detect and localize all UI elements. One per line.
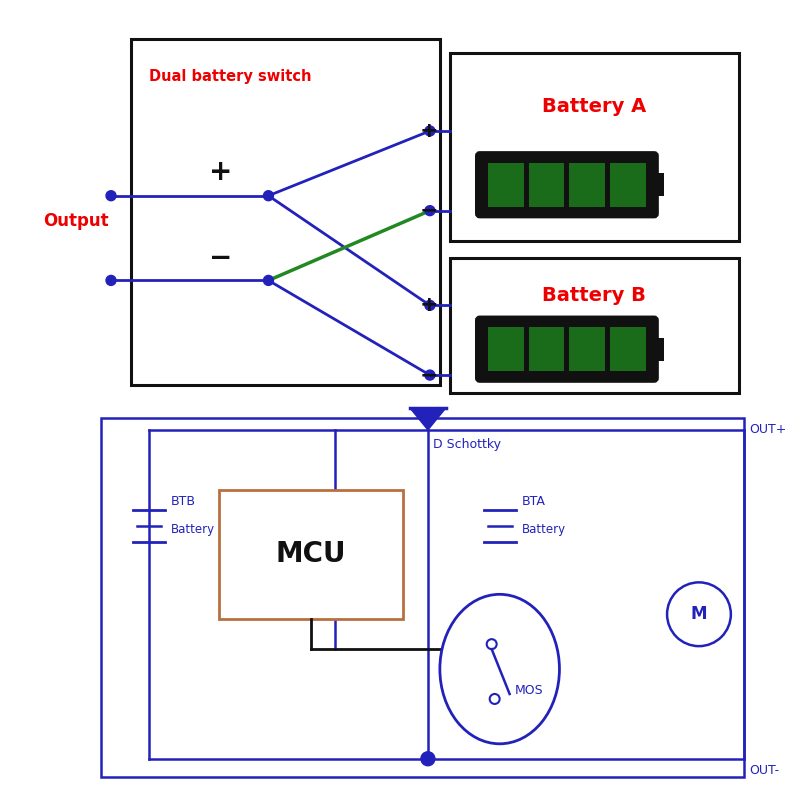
- Text: −: −: [209, 245, 232, 273]
- Text: Battery B: Battery B: [542, 286, 646, 305]
- Circle shape: [667, 582, 731, 646]
- Circle shape: [425, 300, 435, 310]
- Circle shape: [425, 206, 435, 216]
- Circle shape: [421, 752, 435, 766]
- FancyBboxPatch shape: [477, 153, 657, 217]
- Text: Battery: Battery: [170, 522, 215, 535]
- Circle shape: [263, 275, 274, 286]
- Circle shape: [425, 370, 435, 380]
- FancyBboxPatch shape: [477, 318, 657, 381]
- Bar: [488, 163, 523, 206]
- Text: +: +: [419, 121, 438, 141]
- Text: −: −: [419, 365, 438, 385]
- Bar: [450, 258, 739, 393]
- Bar: [529, 327, 565, 371]
- Bar: [101, 418, 744, 777]
- Bar: [655, 173, 664, 196]
- Bar: [218, 490, 403, 619]
- Bar: [450, 54, 739, 241]
- Text: +: +: [209, 158, 232, 186]
- Circle shape: [106, 190, 116, 201]
- Bar: [488, 327, 523, 371]
- Bar: [529, 163, 565, 206]
- Text: OUT+: OUT+: [749, 423, 786, 436]
- Text: BTA: BTA: [522, 494, 546, 508]
- Bar: [131, 39, 440, 385]
- Circle shape: [425, 126, 435, 136]
- Text: M: M: [690, 606, 707, 623]
- Circle shape: [106, 275, 116, 286]
- Polygon shape: [410, 408, 446, 430]
- Bar: [610, 163, 646, 206]
- Circle shape: [263, 190, 274, 201]
- Text: MOS: MOS: [514, 684, 543, 697]
- Bar: [655, 338, 664, 361]
- Text: Battery A: Battery A: [542, 97, 646, 115]
- Bar: [570, 163, 606, 206]
- Text: +: +: [419, 295, 438, 315]
- Ellipse shape: [440, 594, 559, 744]
- Text: Dual battery switch: Dual battery switch: [149, 69, 311, 84]
- Bar: [570, 327, 606, 371]
- Text: −: −: [419, 201, 438, 221]
- Text: Battery: Battery: [522, 522, 566, 535]
- Text: OUT-: OUT-: [749, 764, 779, 777]
- Text: D Schottky: D Schottky: [433, 438, 501, 451]
- Text: BTB: BTB: [170, 494, 196, 508]
- Text: MCU: MCU: [275, 541, 346, 569]
- Bar: [610, 327, 646, 371]
- Text: Output: Output: [43, 212, 109, 230]
